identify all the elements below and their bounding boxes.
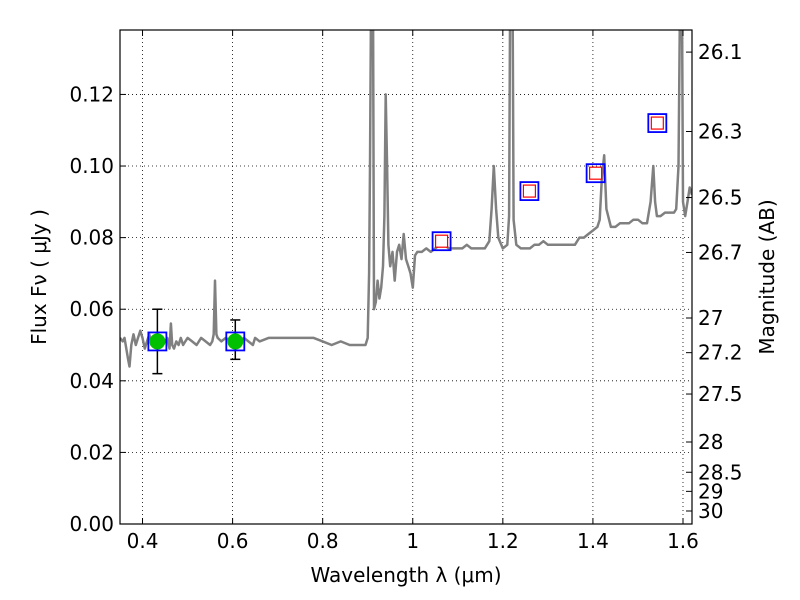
x-tick-label: 0.8	[307, 529, 339, 553]
x-tick-label: 0.4	[127, 529, 159, 553]
photometry-square	[519, 181, 540, 201]
model-square	[589, 166, 603, 180]
photometry-square	[147, 331, 168, 352]
y-tick-label: 0.00	[69, 512, 114, 536]
axes-ticks: 0.4 0.6 0.8 1 1.2 1.4 1.6 0.00 0.02 0.04 0.06 0.08 0…	[69, 30, 743, 553]
plot-frame	[119, 29, 693, 525]
observed-point	[227, 333, 244, 350]
right-tick-label: 26.7	[698, 240, 743, 264]
model-square	[522, 184, 537, 198]
right-tick-label: 26.3	[698, 119, 743, 143]
x-axis-label: Wavelength λ (μm)	[310, 563, 501, 587]
right-tick-label: 26.1	[698, 40, 743, 64]
y-axis-label: Flux Fν ( μJy )	[27, 209, 51, 345]
x-tick-label: 1.2	[487, 529, 519, 553]
y-tick-label: 0.10	[69, 154, 114, 178]
y-tick-label: 0.06	[69, 297, 114, 321]
x-tick-label: 1	[406, 529, 419, 553]
grid	[120, 30, 692, 525]
right-tick-label: 28.5	[698, 460, 743, 484]
right-tick-label: 27.2	[698, 341, 743, 365]
y-axis-right-label: Magnitude (AB)	[755, 199, 779, 354]
x-tick-label: 1.6	[667, 529, 699, 553]
x-tick-label: 0.6	[217, 529, 249, 553]
photometry-square	[431, 231, 452, 252]
right-tick-label: 30	[698, 499, 723, 523]
y-tick-label: 0.08	[69, 226, 114, 250]
photometry-square	[585, 163, 606, 184]
y-tick-label: 0.12	[69, 82, 114, 106]
y-tick-label: 0.04	[69, 369, 114, 393]
markers	[147, 113, 668, 375]
right-tick-label: 29	[698, 479, 723, 503]
photometry-square	[225, 331, 246, 352]
right-tick-label: 27	[698, 306, 723, 330]
right-tick-label: 27.5	[698, 382, 743, 406]
right-tick-label: 28	[698, 430, 723, 454]
model-square	[434, 234, 449, 248]
plot-area	[120, 30, 692, 368]
observed-point	[149, 333, 166, 350]
spectrum-line	[120, 30, 692, 368]
model-square	[650, 116, 664, 130]
photometry-square	[647, 113, 668, 133]
right-tick-label: 26.5	[698, 186, 743, 210]
x-tick-label: 1.4	[577, 529, 609, 553]
y-tick-label: 0.02	[69, 440, 114, 464]
